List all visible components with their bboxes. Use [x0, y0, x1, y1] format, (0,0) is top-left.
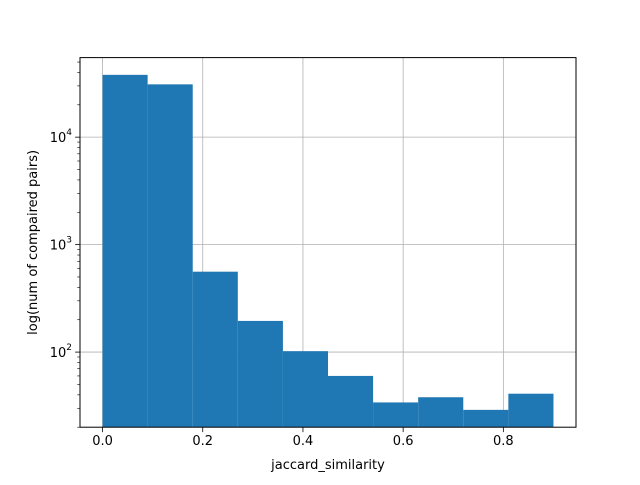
ticks-layer: 0.0 0.2 0.4 0.6 0.8 102 103 104 — [50, 61, 514, 449]
y-tick-label: 102 — [50, 343, 72, 361]
histogram-bar — [508, 393, 554, 428]
plot-frame — [79, 57, 577, 428]
x-axis-label: jaccard_similarity — [270, 458, 385, 473]
histogram-bar — [373, 402, 419, 428]
x-tick-label: 0.2 — [192, 434, 213, 449]
x-tick-label: 0.4 — [293, 434, 314, 449]
histogram-bar — [102, 74, 148, 428]
histogram-bar — [282, 351, 328, 428]
histogram-bar — [147, 84, 193, 428]
y-tick-label: 104 — [50, 128, 73, 146]
histogram-bar — [237, 320, 283, 428]
histogram-bar — [463, 409, 509, 428]
y-tick-label: 103 — [50, 236, 72, 254]
bars-layer — [102, 74, 554, 428]
x-tick-label: 0.6 — [393, 434, 414, 449]
x-tick-label: 0.8 — [493, 434, 514, 449]
histogram-bar — [328, 375, 374, 428]
y-axis-label: log(num of compaired pairs) — [26, 150, 41, 335]
x-tick-label: 0.0 — [92, 434, 113, 449]
histogram-bar — [418, 397, 464, 428]
histogram-bar — [192, 271, 238, 428]
